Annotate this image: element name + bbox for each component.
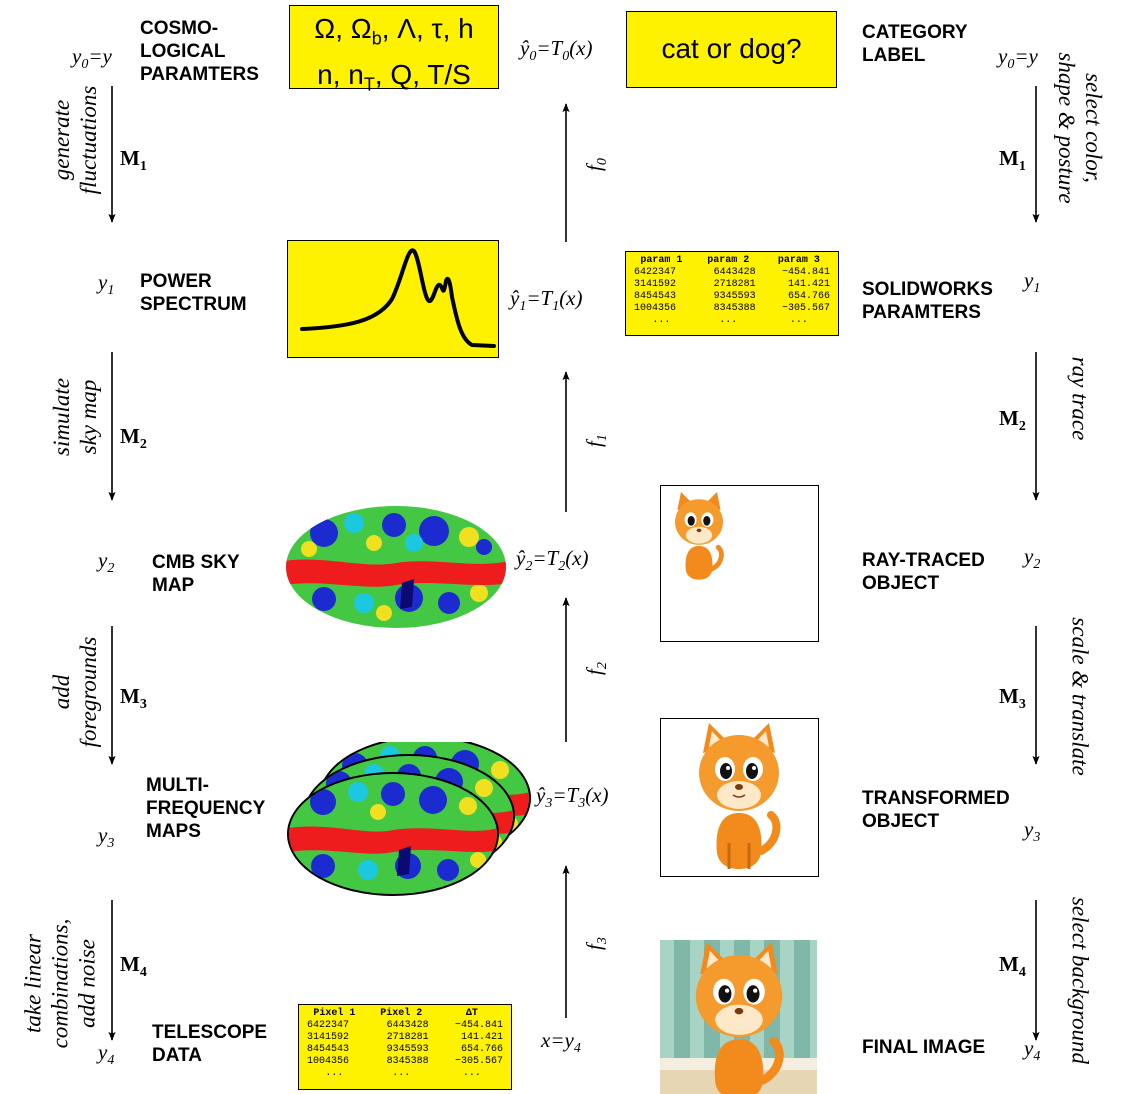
left-y3-label: y3 xyxy=(98,823,115,852)
left-level-1-label: POWER SPECTRUM xyxy=(140,271,247,315)
solidworks-params-table-box: param 1 param 2 param 3 6422347 6443428 −4… xyxy=(625,251,839,336)
right-level-4-label: FINAL IMAGE xyxy=(862,1037,986,1058)
transformed-object-frame xyxy=(660,718,819,877)
multi-frequency-maps xyxy=(287,742,531,896)
solidworks-header-3: param 3 xyxy=(777,255,820,266)
ray-traced-object-frame xyxy=(660,485,819,642)
table-cell: 1004356 xyxy=(634,303,677,314)
left-level-2-label: CMB SKY MAP xyxy=(152,552,240,596)
left-level-4-label: TELESCOPE DATA xyxy=(152,1022,268,1066)
table-row: ......... xyxy=(628,315,836,327)
table-cell: 654.766 xyxy=(787,291,830,302)
estimate-y2: ŷ2=T2(x) xyxy=(516,546,589,575)
cosmological-params-box: Ω, Ωb, Λ, τ, h n, nT, Q, T/S xyxy=(289,5,499,94)
table-cell: 141.421 xyxy=(460,1032,503,1043)
right-m2-label: M2 xyxy=(999,406,1026,435)
left-m2-label: M2 xyxy=(120,424,147,453)
category-box: cat or dog? xyxy=(626,11,837,88)
solidworks-header-1: param 1 xyxy=(640,255,683,266)
right-y1-label: y1 xyxy=(1024,268,1041,297)
table-row: 8454543 9345593 654.766 xyxy=(628,291,836,303)
left-y2-label: y2 xyxy=(98,548,115,577)
right-y0-label: y0=y xyxy=(998,44,1038,73)
left-m3-label: M3 xyxy=(120,684,147,713)
table-cell: 8454543 xyxy=(307,1044,350,1055)
final-image-frame xyxy=(660,940,817,1094)
table-row: 1004356 8345388 −305.567 xyxy=(301,1056,509,1068)
telescope-data-table: Pixel 1 Pixel 2 ΔT 6422347 6443428 −454.84… xyxy=(301,1008,509,1080)
table-cell: 2718281 xyxy=(386,1032,429,1043)
right-level-2-label: RAY-TRACED OBJECT xyxy=(862,550,985,594)
right-y3-label: y3 xyxy=(1024,817,1041,846)
estimate-y1: ŷ1=T1(x) xyxy=(510,286,583,315)
left-m4-label: M4 xyxy=(120,952,147,981)
table-row: 1004356 8345388 −305.567 xyxy=(628,303,836,315)
table-cell: ... xyxy=(392,1068,411,1079)
table-cell: 6443428 xyxy=(713,267,756,278)
table-cell: ... xyxy=(325,1068,344,1079)
table-cell: 654.766 xyxy=(460,1044,503,1055)
table-cell: −454.841 xyxy=(781,267,830,278)
right-m3-label: M3 xyxy=(999,684,1026,713)
table-row: 6422347 6443428 −454.841 xyxy=(301,1020,509,1032)
table-row: 6422347 6443428 −454.841 xyxy=(628,267,836,279)
table-cell: 3141592 xyxy=(307,1032,350,1043)
table-cell: 6443428 xyxy=(386,1020,429,1031)
power-spectrum-box xyxy=(287,240,499,358)
solidworks-params-table: param 1 param 2 param 3 6422347 6443428 −4… xyxy=(628,255,836,327)
table-cell: −305.567 xyxy=(781,303,830,314)
table-cell: 6422347 xyxy=(634,267,677,278)
table-cell: ... xyxy=(719,315,738,326)
table-cell: −454.841 xyxy=(454,1020,503,1031)
estimate-x: x=y4 xyxy=(541,1028,581,1057)
right-m1-label: M1 xyxy=(999,146,1026,175)
table-cell: 1004356 xyxy=(307,1056,350,1067)
table-row: 8454543 9345593 654.766 xyxy=(301,1044,509,1056)
right-level-0-label: CATEGORY LABEL xyxy=(862,22,968,66)
table-cell: 141.421 xyxy=(787,279,830,290)
right-m4-label: M4 xyxy=(999,952,1026,981)
table-cell: 2718281 xyxy=(713,279,756,290)
table-cell: 8345388 xyxy=(713,303,756,314)
table-cell: 9345593 xyxy=(713,291,756,302)
right-level-1-label: SOLIDWORKS PARAMTERS xyxy=(862,279,993,323)
solidworks-header-2: param 2 xyxy=(707,255,750,266)
telescope-header-3: ΔT xyxy=(465,1008,478,1019)
table-cell: 6422347 xyxy=(307,1020,350,1031)
final-image-scene xyxy=(660,940,817,1094)
large-cat-image xyxy=(699,723,781,869)
left-y4-label: y4 xyxy=(98,1040,115,1069)
left-y1-label: y1 xyxy=(98,270,115,299)
table-row: ......... xyxy=(301,1068,509,1080)
telescope-header-2: Pixel 2 xyxy=(380,1008,423,1019)
left-level-3-label: MULTI- FREQUENCY MAPS xyxy=(146,775,266,842)
table-cell: 8345388 xyxy=(386,1056,429,1067)
params-line-1: Ω, Ωb, Λ, τ, h xyxy=(314,13,474,49)
telescope-data-table-box: Pixel 1 Pixel 2 ΔT 6422347 6443428 −454.84… xyxy=(298,1004,512,1090)
left-level-0-label: COSMO- LOGICAL PARAMTERS xyxy=(140,18,259,85)
table-row: 3141592 2718281 141.421 xyxy=(301,1032,509,1044)
table-row: 3141592 2718281 141.421 xyxy=(628,279,836,291)
telescope-header-1: Pixel 1 xyxy=(313,1008,356,1019)
right-level-3-label: TRANSFORMED OBJECT xyxy=(862,788,1010,832)
right-y4-label: y4 xyxy=(1024,1036,1041,1065)
left-y0-label: y0=y xyxy=(72,44,112,73)
small-cat-image xyxy=(675,492,724,580)
table-cell: −305.567 xyxy=(454,1056,503,1067)
estimate-y3: ŷ3=T3(x) xyxy=(536,783,609,812)
estimate-y0: ŷ0=T0(x) xyxy=(520,36,593,65)
left-m1-label: M1 xyxy=(120,146,147,175)
table-cell: ... xyxy=(652,315,671,326)
right-y2-label: y2 xyxy=(1024,544,1041,573)
table-cell: ... xyxy=(789,315,808,326)
table-cell: ... xyxy=(462,1068,481,1079)
cmb-sky-map xyxy=(286,506,506,628)
power-spectrum-curve xyxy=(300,248,496,348)
params-line-2: n, nT, Q, T/S xyxy=(317,58,471,95)
table-cell: 3141592 xyxy=(634,279,677,290)
table-cell: 8454543 xyxy=(634,291,677,302)
table-cell: 9345593 xyxy=(386,1044,429,1055)
